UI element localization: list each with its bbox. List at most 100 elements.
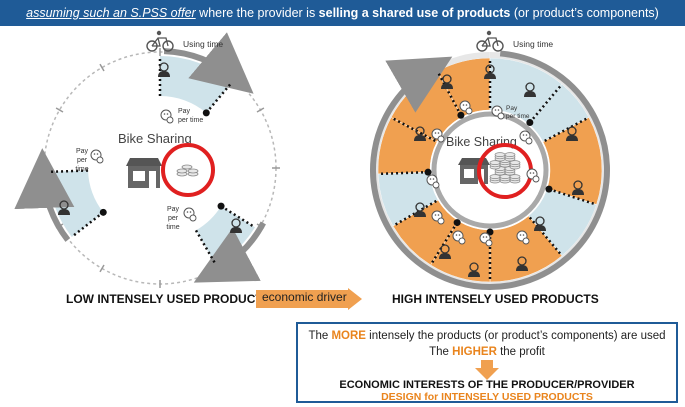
outcome-line1-suffix: intensely the products (or product’s com…	[365, 330, 666, 342]
right-dotted-line	[390, 116, 436, 142]
user-icon	[566, 126, 578, 141]
coin	[509, 174, 521, 179]
left-dotted-line	[70, 211, 105, 238]
right-dotted-line	[378, 170, 429, 176]
left-connector-dot	[217, 202, 225, 210]
pay-per-time-word: per time	[506, 113, 530, 120]
pay-icon	[452, 230, 466, 245]
right-connector-dot	[545, 185, 553, 193]
coin	[494, 152, 506, 157]
banner-offer-text: assuming such an S.PSS offer	[26, 6, 196, 20]
right-connector-dot	[526, 119, 534, 127]
outcome-economic-interests: ECONOMIC INTERESTS OF THE PRODUCER/PROVI…	[339, 379, 635, 391]
right-user-icons	[414, 64, 584, 277]
left-pay-per-time-labels: Pay per time Pay per time Pay per time	[75, 108, 203, 231]
left-dotted-line	[48, 169, 89, 174]
low-usage-caption: LOW INTENSELY USED PRODUCTS	[66, 292, 271, 306]
user-icon	[534, 216, 546, 231]
right-inner-disk	[430, 110, 550, 230]
left-user-icons	[58, 62, 242, 233]
right-dotted-line	[544, 116, 590, 142]
left-usage-sector	[196, 206, 255, 265]
pay-per-time-word: Pay	[178, 108, 191, 115]
left-ring-tick	[55, 107, 64, 113]
right-connector-dot	[457, 111, 465, 119]
left-ring-tick	[99, 264, 105, 273]
left-connector-dot	[99, 208, 107, 216]
high-usage-caption: HIGH INTENSELY USED PRODUCTS	[392, 292, 599, 306]
right-dotted-line	[548, 187, 597, 206]
user-icon	[414, 202, 426, 217]
user-icon	[439, 244, 451, 259]
right-connector-dot	[453, 219, 461, 227]
pay-icon	[479, 232, 493, 247]
user-icon	[484, 64, 496, 79]
pay-icon	[426, 174, 440, 189]
left-pay-bottom: Pay per time	[166, 206, 197, 231]
pay-per-time-word: time	[166, 224, 179, 231]
right-dotted-connectors	[378, 58, 597, 282]
pay-icon	[431, 128, 445, 143]
pay-icon	[90, 149, 104, 164]
left-pay-left: Pay per time	[75, 148, 104, 173]
left-dotted-line	[194, 229, 218, 266]
pay-per-time-word: per	[168, 215, 179, 222]
outcome-more-emphasis: MORE	[331, 330, 366, 342]
right-coins-stack-icon	[489, 152, 521, 184]
outcome-higher-emphasis: HIGHER	[452, 346, 497, 358]
banner-components-text: (or product’s components)	[510, 6, 659, 20]
right-bike-icon	[476, 30, 504, 52]
pay-icon	[516, 230, 530, 245]
economic-driver-label: economic driver	[262, 290, 347, 304]
user-icon	[158, 62, 170, 77]
user-icon	[468, 262, 480, 277]
right-inner-ring	[431, 111, 549, 229]
left-pay-top: Pay per time	[160, 108, 203, 124]
economic-driver-arrow: economic driver	[256, 288, 362, 310]
pay-icon	[526, 168, 540, 183]
right-dotted-line	[392, 199, 437, 228]
user-icon	[230, 218, 242, 233]
right-outer-usage-arc	[370, 50, 610, 290]
coin	[509, 160, 521, 165]
left-dotted-line	[205, 81, 233, 114]
outcome-line2-prefix: The	[429, 346, 453, 358]
pay-per-time-word: time	[75, 166, 88, 173]
pay-icon	[160, 109, 174, 124]
left-side-usage-arc	[14, 148, 75, 242]
outcome-design-intensely: DESIGN for INTENSELY USED PRODUCTS	[381, 391, 593, 403]
header-banner: assuming such an S.PSS offer where the p…	[0, 0, 685, 26]
outcome-line2-suffix: the profit	[496, 346, 545, 358]
outcome-line-more: The MORE intensely the products (or prod…	[304, 330, 670, 342]
left-using-time-label: Using time	[183, 39, 223, 49]
right-using-time-label: Using time	[513, 39, 553, 49]
outcome-box: The MORE intensely the products (or prod…	[296, 322, 678, 403]
right-dotted-line	[436, 70, 462, 116]
outcome-line-higher: The HIGHER the profit	[298, 346, 676, 358]
left-ring-tick	[99, 63, 105, 72]
left-coins-icon	[176, 164, 199, 177]
pay-per-time-word: Pay	[167, 206, 180, 213]
banner-shared-use-text: selling a shared use of products	[318, 6, 511, 20]
right-dotted-line	[528, 216, 563, 257]
left-dotted-line	[220, 205, 256, 229]
left-connector-dot	[202, 109, 210, 117]
banner-provider-text: where the provider is	[195, 6, 319, 20]
left-top-usage-arc	[163, 32, 254, 94]
shop-icon	[126, 158, 162, 188]
user-icon	[524, 82, 536, 97]
right-connector-dot	[424, 168, 432, 176]
user-icon	[441, 74, 453, 89]
user-icon	[414, 126, 426, 141]
left-bike-sharing-label: Bike Sharing	[118, 131, 192, 146]
bike-icon	[146, 30, 174, 52]
left-bottom-usage-arc	[193, 221, 266, 283]
pay-per-time-word: Pay	[506, 105, 518, 112]
pay-icon	[459, 100, 473, 115]
pay-icon	[491, 105, 505, 120]
